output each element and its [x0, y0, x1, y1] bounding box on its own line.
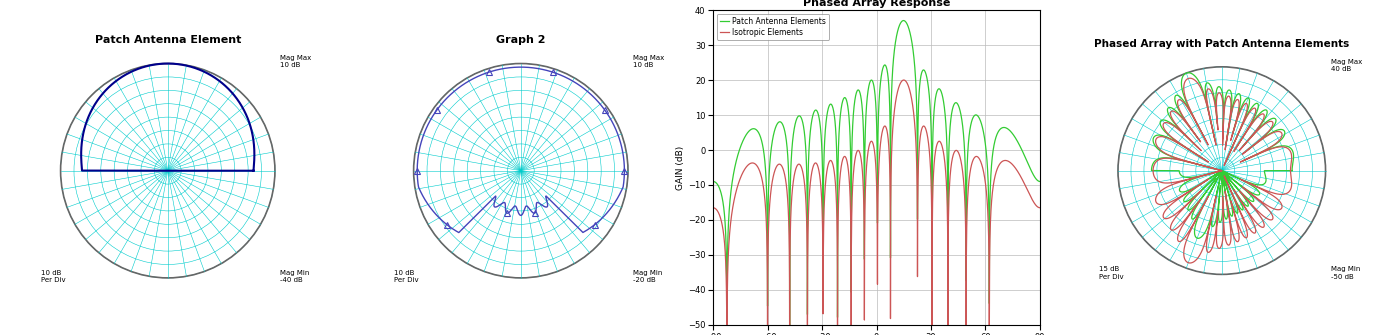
Text: 15 dB
Per Div: 15 dB Per Div: [1099, 266, 1124, 280]
Isotropic Elements: [704, 206, 721, 210]
Isotropic Elements: [949, 149, 966, 153]
Text: Mag Min
-40 dB: Mag Min -40 dB: [280, 270, 309, 283]
Isotropic Elements: [830, 221, 847, 225]
Line: Isotropic Elements: Isotropic Elements: [713, 80, 1040, 335]
Isotropic Elements: [764, 179, 781, 183]
Text: Mag Max
40 dB: Mag Max 40 dB: [1331, 59, 1362, 72]
Text: Mag Min
-20 dB: Mag Min -20 dB: [633, 270, 662, 283]
Isotropic Elements: [896, 78, 913, 82]
Title: Phased Array Response: Phased Array Response: [802, 0, 951, 8]
Patch Antenna Elements: [764, 138, 781, 142]
Text: Patch Antenna Element: Patch Antenna Element: [95, 35, 241, 45]
Text: Mag Max
10 dB: Mag Max 10 dB: [633, 55, 665, 68]
Patch Antenna Elements: [830, 164, 847, 168]
Text: Mag Max
10 dB: Mag Max 10 dB: [280, 55, 312, 68]
Text: Mag Min
-50 dB: Mag Min -50 dB: [1331, 266, 1361, 280]
Patch Antenna Elements: [917, 71, 934, 75]
Y-axis label: GAIN (dB): GAIN (dB): [676, 145, 685, 190]
Text: 10 dB
Per Div: 10 dB Per Div: [395, 270, 419, 283]
Patch Antenna Elements: [973, 124, 990, 128]
Patch Antenna Elements: [949, 101, 966, 105]
Text: 10 dB
Per Div: 10 dB Per Div: [41, 270, 66, 283]
Patch Antenna Elements: [895, 18, 911, 22]
Isotropic Elements: [917, 127, 934, 131]
Legend: Patch Antenna Elements, Isotropic Elements: Patch Antenna Elements, Isotropic Elemen…: [717, 14, 829, 40]
Isotropic Elements: [1032, 206, 1049, 210]
Patch Antenna Elements: [704, 180, 721, 184]
Text: Phased Array with Patch Antenna Elements: Phased Array with Patch Antenna Elements: [1095, 39, 1350, 49]
Isotropic Elements: [973, 163, 990, 167]
Line: Patch Antenna Elements: Patch Antenna Elements: [713, 20, 1040, 335]
Patch Antenna Elements: [900, 28, 917, 32]
Text: Graph 2: Graph 2: [496, 35, 546, 45]
Isotropic Elements: [900, 87, 917, 91]
Patch Antenna Elements: [1032, 180, 1049, 184]
